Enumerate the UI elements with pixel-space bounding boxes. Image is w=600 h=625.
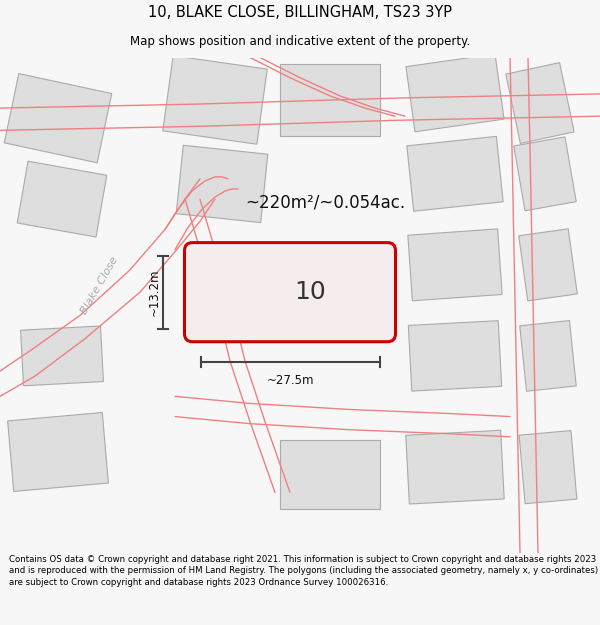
Text: Map shows position and indicative extent of the property.: Map shows position and indicative extent…: [130, 35, 470, 48]
Text: 10: 10: [294, 280, 326, 304]
Polygon shape: [406, 54, 504, 132]
Polygon shape: [519, 229, 577, 301]
FancyBboxPatch shape: [185, 242, 395, 342]
Polygon shape: [506, 62, 574, 143]
Polygon shape: [407, 136, 503, 211]
Polygon shape: [280, 440, 380, 509]
Polygon shape: [176, 145, 268, 222]
Polygon shape: [519, 431, 577, 504]
Polygon shape: [408, 229, 502, 301]
Polygon shape: [520, 321, 576, 391]
Text: Contains OS data © Crown copyright and database right 2021. This information is : Contains OS data © Crown copyright and d…: [9, 554, 598, 587]
Polygon shape: [17, 161, 107, 237]
Polygon shape: [514, 137, 576, 211]
Text: Blake Close: Blake Close: [79, 254, 121, 316]
Polygon shape: [406, 430, 504, 504]
Text: ~220m²/~0.054ac.: ~220m²/~0.054ac.: [245, 193, 405, 211]
Text: ~27.5m: ~27.5m: [266, 374, 314, 387]
Polygon shape: [20, 326, 103, 386]
Text: ~13.2m: ~13.2m: [148, 268, 161, 316]
Polygon shape: [8, 412, 109, 491]
Polygon shape: [280, 64, 380, 136]
Polygon shape: [409, 321, 502, 391]
Polygon shape: [163, 56, 267, 144]
Polygon shape: [4, 74, 112, 162]
Text: 10, BLAKE CLOSE, BILLINGHAM, TS23 3YP: 10, BLAKE CLOSE, BILLINGHAM, TS23 3YP: [148, 5, 452, 20]
